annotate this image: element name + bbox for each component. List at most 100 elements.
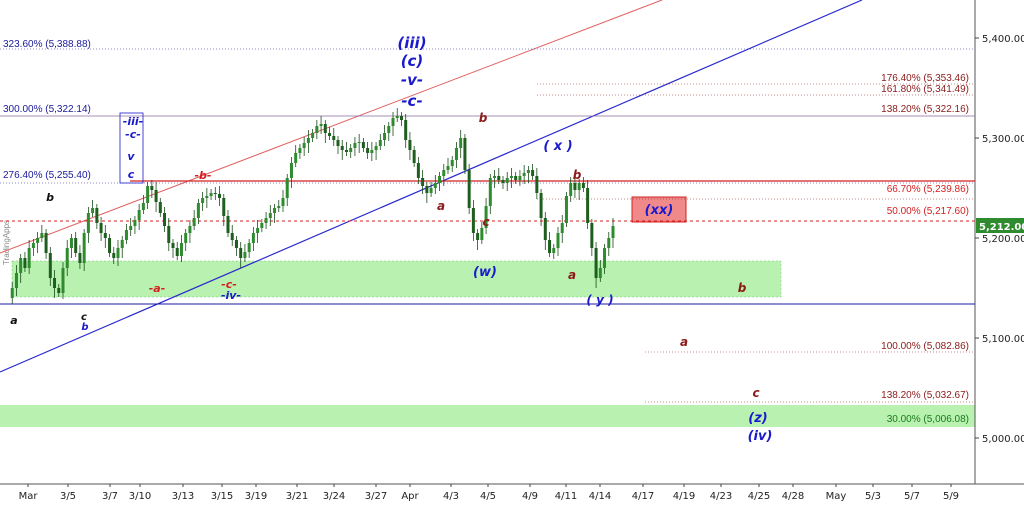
target-zone: [0, 405, 975, 427]
candle-body: [526, 170, 530, 173]
candle-body: [501, 180, 505, 183]
x-tick-label: 3/13: [172, 491, 194, 502]
candle-body: [277, 206, 281, 208]
x-tick-label: 4/5: [480, 491, 496, 502]
candle-body: [560, 223, 564, 233]
fib-label: 30.00% (5,006.08): [887, 414, 969, 425]
wave-label: -b-: [194, 169, 211, 182]
wave-label: a: [10, 314, 17, 327]
x-tick-label: 5/3: [865, 491, 881, 502]
candle-body: [179, 243, 183, 256]
y-tick-label: 5,300.00: [982, 134, 1024, 145]
wave-label: (xx): [645, 203, 674, 218]
candle-body: [205, 196, 209, 198]
wave-label: -iv-: [221, 289, 241, 302]
candle-body: [577, 183, 581, 190]
zones-layer: [0, 196, 975, 427]
candle-body: [99, 223, 103, 233]
candle-body: [294, 153, 298, 163]
candle-body: [556, 233, 560, 248]
candle-body: [480, 228, 484, 240]
candle-body: [146, 186, 150, 203]
x-tick-label: 4/19: [673, 491, 695, 502]
candle-body: [188, 226, 192, 233]
candle-body: [91, 208, 95, 213]
candle-body: [446, 166, 450, 170]
candle-body: [247, 243, 251, 252]
candle-body: [69, 238, 73, 248]
candle-body: [61, 268, 65, 293]
candle-body: [95, 208, 99, 223]
upper-channel-line: [0, 0, 663, 254]
candle-body: [323, 124, 327, 133]
candle-body: [192, 218, 196, 226]
candle-body: [302, 143, 306, 148]
wave-label: v: [127, 150, 135, 163]
wave-label: b: [573, 168, 582, 182]
candle-body: [213, 193, 217, 194]
wave-label: -c-: [221, 278, 237, 291]
candle-body: [298, 148, 302, 153]
x-tick-label: 5/7: [904, 491, 920, 502]
candle-body: [450, 160, 454, 166]
candle-body: [543, 218, 547, 240]
candle-body: [425, 186, 429, 193]
candle-body: [476, 233, 480, 240]
wave-label: (c): [401, 52, 424, 70]
fib-label: 276.40% (5,255.40): [3, 170, 91, 181]
wave-label: b: [81, 322, 88, 333]
candle-body: [260, 223, 264, 228]
candle-body: [14, 273, 18, 288]
candle-body: [57, 288, 61, 293]
fib-label: 176.40% (5,353.46): [881, 73, 969, 84]
candle-body: [150, 186, 154, 190]
candle-body: [133, 220, 137, 226]
candle-body: [306, 138, 310, 143]
x-tick-label: 3/24: [323, 491, 345, 502]
candle-body: [264, 218, 268, 223]
candle-body: [48, 253, 52, 278]
y-tick-label: 5,400.00: [982, 34, 1024, 45]
candle-body: [594, 248, 598, 278]
y-axis: 5,400.00 5,300.00 5,200.00 5,100.00 5,000.00…: [975, 34, 1024, 445]
candle-body: [505, 178, 509, 183]
x-tick-label: 4/28: [782, 491, 804, 502]
candle-body: [256, 228, 260, 233]
candle-body: [467, 170, 471, 208]
candle-body: [353, 143, 357, 148]
x-tick-label: 3/21: [286, 491, 308, 502]
candle-body: [421, 178, 425, 186]
candle-body: [171, 243, 175, 248]
candle-body: [103, 233, 107, 238]
y-tick-label: 5,200.00: [982, 234, 1024, 245]
candle-body: [518, 176, 522, 180]
wave-label: b: [479, 111, 488, 125]
candle-body: [531, 170, 535, 176]
wave-label: -a-: [149, 282, 166, 295]
candle-body: [239, 248, 243, 258]
x-tick-label: May: [826, 491, 847, 502]
candle-body: [399, 116, 403, 120]
candle-body: [226, 216, 230, 233]
wave-label: c: [482, 215, 489, 229]
candle-body: [222, 198, 226, 216]
candle-body: [44, 233, 48, 253]
candle-body: [383, 133, 387, 140]
candle-body: [311, 133, 315, 138]
candle-body: [586, 188, 590, 223]
candle-body: [361, 142, 365, 148]
x-tick-label: 5/9: [943, 491, 959, 502]
fib-label: 300.00% (5,322.14): [3, 104, 91, 115]
candle-body: [488, 178, 492, 206]
candle-body: [65, 248, 69, 268]
candle-body: [332, 136, 336, 140]
candle-body: [112, 253, 116, 258]
candle-body: [366, 148, 370, 153]
candle-body: [548, 240, 552, 253]
candle-body: [158, 202, 162, 213]
candle-body: [433, 183, 437, 188]
candle-body: [340, 146, 344, 150]
candle-body: [234, 240, 238, 248]
wave-label: a: [437, 199, 445, 213]
candle-body: [344, 150, 348, 152]
